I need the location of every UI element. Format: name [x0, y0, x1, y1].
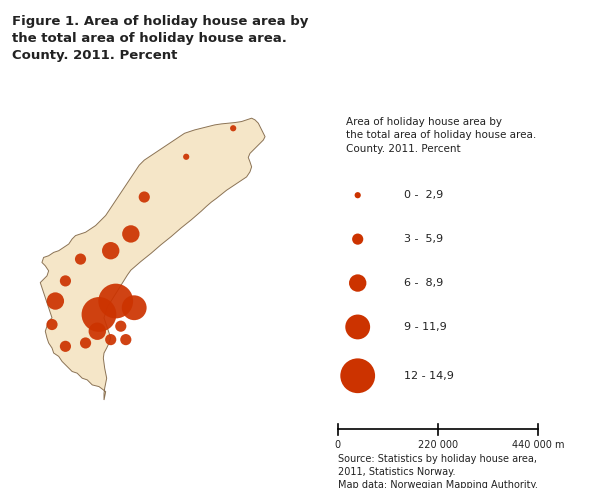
- Point: [353, 191, 362, 199]
- Point: [353, 323, 362, 331]
- Text: 6 -  8,9: 6 - 8,9: [404, 278, 443, 288]
- Point: [126, 230, 135, 238]
- Point: [121, 336, 131, 344]
- Text: Area of holiday house area by
the total area of holiday house area.
County. 2011: Area of holiday house area by the total …: [346, 117, 536, 154]
- Point: [94, 310, 104, 318]
- Point: [353, 372, 362, 380]
- Point: [106, 247, 116, 255]
- Point: [76, 255, 85, 263]
- Point: [353, 279, 362, 287]
- Point: [181, 153, 191, 161]
- Text: 440 000 m: 440 000 m: [512, 440, 565, 450]
- Text: Source: Statistics by holiday house area,
2011, Statistics Norway.
Map data: Nor: Source: Statistics by holiday house area…: [338, 454, 537, 488]
- Point: [111, 297, 121, 305]
- Point: [92, 327, 102, 335]
- Text: 12 - 14,9: 12 - 14,9: [404, 371, 453, 381]
- Point: [139, 193, 149, 201]
- Point: [228, 124, 238, 132]
- Point: [60, 277, 70, 285]
- Text: 0 -  2,9: 0 - 2,9: [404, 190, 443, 200]
- Point: [116, 322, 126, 330]
- Text: 3 -  5,9: 3 - 5,9: [404, 234, 443, 244]
- Point: [353, 235, 362, 243]
- Point: [81, 339, 90, 347]
- Text: Figure 1. Area of holiday house area by
the total area of holiday house area.
Co: Figure 1. Area of holiday house area by …: [12, 15, 309, 61]
- Point: [106, 336, 116, 344]
- Text: 9 - 11,9: 9 - 11,9: [404, 322, 447, 332]
- Text: 220 000: 220 000: [418, 440, 458, 450]
- Point: [51, 297, 60, 305]
- Polygon shape: [40, 118, 265, 400]
- Point: [129, 304, 139, 312]
- Point: [60, 343, 70, 350]
- Point: [47, 321, 57, 328]
- Text: 0: 0: [334, 440, 341, 450]
